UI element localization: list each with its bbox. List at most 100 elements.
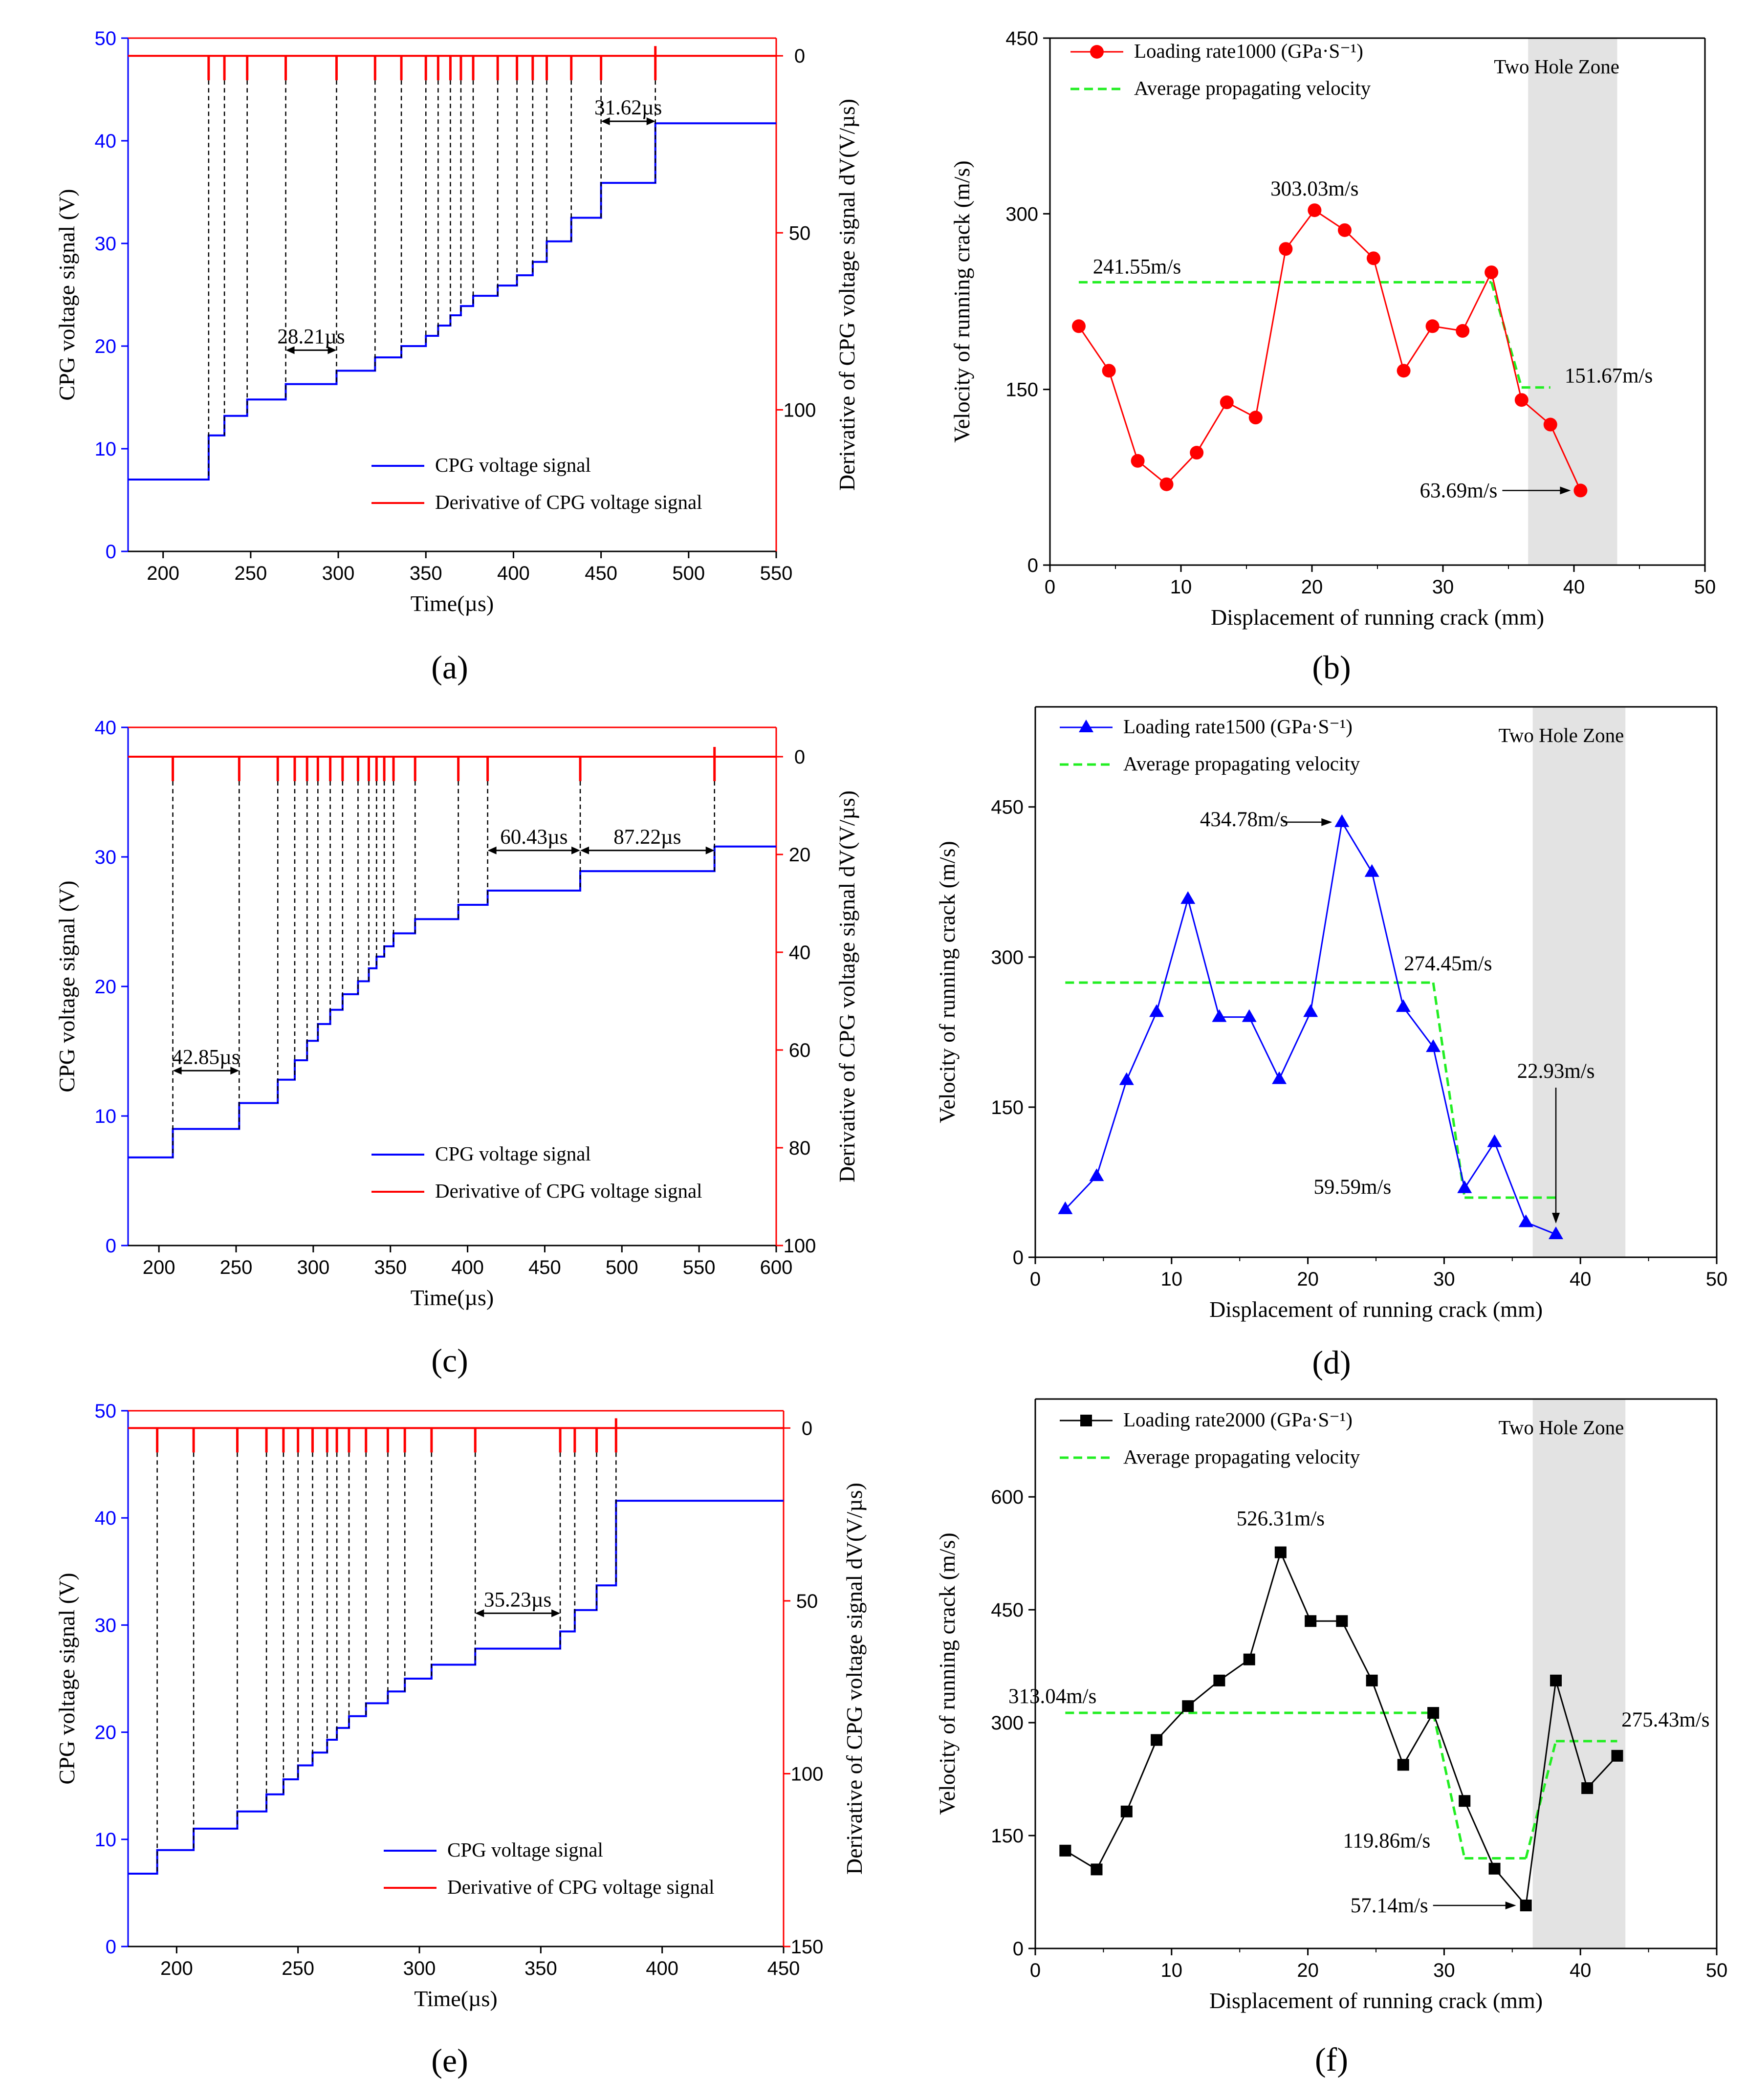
y-right-tick-label: 100 [791, 1763, 824, 1785]
y-right-tick-label: 100 [784, 1235, 816, 1257]
y-tick-label: 450 [991, 797, 1024, 818]
interval-label: 60.43µs [500, 826, 568, 849]
x-tick-label: 400 [451, 1257, 484, 1278]
cpg-voltage-line [128, 122, 776, 481]
x-tick-label: 250 [220, 1257, 253, 1278]
legend-label-average: Average propagating velocity [1123, 1445, 1360, 1468]
y-axis-title: Velocity of running crack (m/s) [935, 1532, 960, 1815]
interval-arrowhead [285, 346, 295, 354]
value-annotation: 275.43m/s [1621, 1708, 1709, 1731]
data-point [1338, 223, 1352, 237]
zone-label: Two Hole Zone [1494, 55, 1619, 78]
y-tick-label: 10 [95, 1106, 117, 1127]
x-tick-label: 200 [143, 1257, 175, 1278]
x-tick-label: 10 [1161, 1960, 1183, 1981]
x-tick-label: 20 [1297, 1269, 1319, 1290]
legend-label-voltage: CPG voltage signal [435, 454, 591, 476]
y-tick-label: 30 [95, 233, 117, 255]
panel-label: (c) [431, 1342, 468, 1379]
x-tick-label: 350 [524, 1958, 557, 1979]
legend-marker [1090, 45, 1104, 59]
x-tick-label: 550 [683, 1257, 716, 1278]
cpg-voltage-line [128, 845, 776, 1159]
y-tick-label: 40 [95, 1508, 117, 1529]
y-axis-title: CPG voltage signal (V) [54, 1573, 79, 1784]
x-axis-title: Displacement of running crack (mm) [1209, 1988, 1543, 2013]
data-point [1581, 1782, 1594, 1794]
y-right-tick-label: 20 [789, 844, 811, 866]
legend-label-voltage: CPG voltage signal [447, 1838, 603, 1861]
x-tick-label: 250 [234, 563, 267, 584]
y-right-tick-label: 40 [789, 942, 811, 963]
data-point [1242, 1009, 1257, 1022]
x-tick-label: 300 [322, 563, 355, 584]
y-tick-label: 600 [991, 1487, 1024, 1508]
legend-label-average: Average propagating velocity [1134, 77, 1371, 99]
y-tick-label: 150 [1005, 379, 1038, 401]
interval-label: 28.21µs [277, 325, 345, 348]
y-right-tick-label: 50 [796, 1591, 818, 1612]
data-point [1397, 364, 1411, 378]
x-tick-label: 30 [1433, 1269, 1455, 1290]
data-point [1131, 454, 1145, 468]
data-point [1071, 319, 1086, 333]
data-point [1119, 1072, 1134, 1085]
interval-label: 31.62µs [594, 96, 662, 119]
legend-label-series: Loading rate2000 (GPa·S⁻¹) [1123, 1408, 1353, 1431]
panel-label: (a) [431, 649, 468, 686]
annotation-arrowhead [1560, 486, 1571, 495]
y-tick-label: 10 [95, 438, 117, 460]
value-annotation: 63.69m/s [1420, 479, 1498, 502]
y-tick-label: 300 [991, 947, 1024, 968]
data-point [1520, 1900, 1532, 1912]
x-axis-title: Displacement of running crack (mm) [1211, 605, 1544, 630]
data-point [1518, 1214, 1533, 1227]
interval-arrowhead [580, 846, 590, 854]
y-right-tick-label: 0 [794, 45, 805, 67]
panel-f: Two Hole Zone 0 10 20 30 40 50 0 150 300 450 600 Dis… [935, 1398, 1727, 2078]
y-tick-label: 300 [1005, 203, 1038, 225]
zone-label: Two Hole Zone [1499, 724, 1624, 746]
annotation-arrowhead [1552, 1213, 1560, 1224]
data-point [1305, 1615, 1317, 1627]
x-tick-label: 30 [1432, 576, 1454, 598]
y-right-tick-label: 80 [789, 1138, 811, 1159]
x-tick-label: 10 [1161, 1269, 1183, 1290]
panel-label: (f) [1315, 2041, 1348, 2078]
interval-arrowhead [230, 1067, 240, 1075]
value-annotation: 151.67m/s [1565, 365, 1653, 388]
y-tick-label: 30 [95, 1615, 117, 1636]
y-tick-label: 10 [95, 1829, 117, 1851]
legend-marker [1079, 720, 1093, 732]
two-hole-zone [1532, 1399, 1626, 1948]
x-tick-label: 300 [403, 1958, 436, 1979]
data-point [1336, 1615, 1348, 1627]
x-tick-label: 20 [1297, 1960, 1319, 1981]
y-axis-title: Velocity of running crack (m/s) [949, 160, 974, 442]
y-right-tick-label: 60 [789, 1040, 811, 1061]
y-tick-label: 0 [106, 1235, 116, 1257]
x-tick-label: 250 [282, 1958, 314, 1979]
x-tick-label: 500 [672, 563, 705, 584]
y-tick-label: 450 [1005, 28, 1038, 49]
value-annotation: 22.93m/s [1517, 1060, 1595, 1083]
x-tick-label: 450 [585, 563, 617, 584]
x-tick-label: 400 [646, 1958, 678, 1979]
y-tick-label: 30 [95, 847, 117, 868]
y-tick-label: 50 [95, 28, 117, 49]
data-point [1457, 1180, 1472, 1193]
interval-arrowhead [571, 846, 581, 854]
value-annotation: 57.14m/s [1351, 1894, 1428, 1917]
x-axis-title: Time(µs) [414, 1986, 498, 2011]
data-point [1456, 324, 1470, 338]
data-point [1279, 242, 1293, 256]
x-tick-label: 350 [374, 1257, 407, 1278]
x-tick-label: 450 [767, 1958, 800, 1979]
y-right-axis-title: Derivative of CPG voltage signal dV(V/µs… [834, 99, 859, 491]
data-point [1366, 1674, 1378, 1686]
y-tick-label: 150 [991, 1825, 1024, 1847]
data-point [1459, 1795, 1471, 1807]
y-right-tick-label: 150 [791, 1936, 824, 1958]
y-tick-label: 150 [991, 1097, 1024, 1118]
panel-c: 200 250 300 350 400 450 500 550 600010203040Time… [54, 717, 859, 1379]
